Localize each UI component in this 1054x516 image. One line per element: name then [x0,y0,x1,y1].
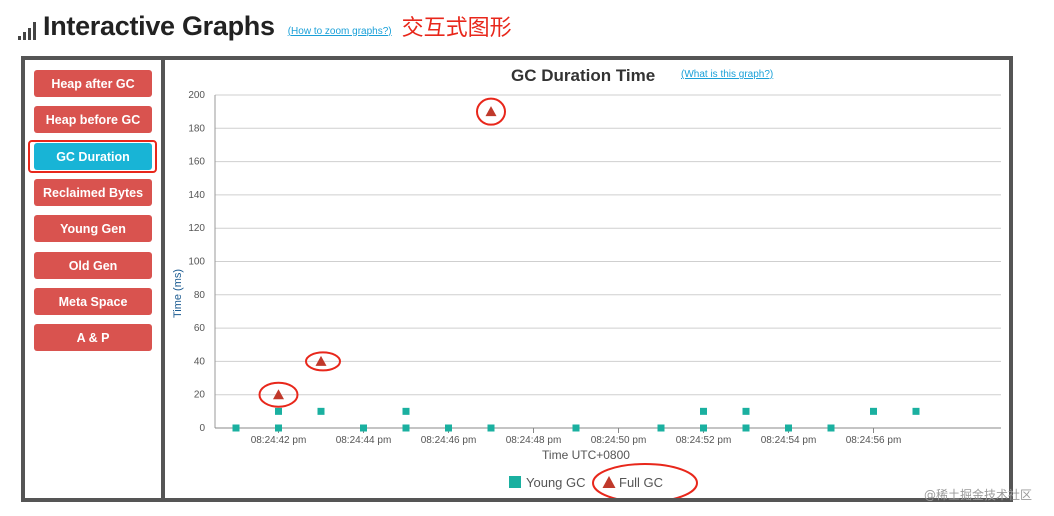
y-tick-label: 0 [199,423,205,434]
young-gc-point [402,407,410,415]
y-tick-label: 60 [194,323,206,334]
legend-full-gc-swatch [602,476,616,488]
full-gc-point [485,106,497,117]
young-gc-point [827,424,835,432]
full-gc-highlight-circle [258,381,299,408]
y-tick-label: 140 [188,190,205,201]
legend-full-gc-label: Full GC [619,475,663,490]
x-tick-label: 08:24:42 pm [251,435,307,446]
x-tick-label: 08:24:54 pm [761,435,817,446]
full-gc-point [315,355,327,366]
y-tick-label: 100 [188,257,205,268]
young-gc-point [445,424,452,432]
young-gc-point [275,407,282,415]
young-gc-point [700,424,707,432]
young-gc-point [742,407,750,415]
reclaimed-bytes-button[interactable]: Reclaimed Bytes [34,179,152,206]
y-tick-label: 160 [188,157,205,168]
full-gc-highlight-circle [305,351,341,372]
full-gc-point [273,389,284,400]
young-gc-point [572,424,580,432]
y-tick-label: 180 [188,123,205,134]
graph-help-link[interactable]: (What is this graph?) [681,69,774,80]
gc-duration-button[interactable]: GC Duration [34,143,152,170]
x-tick-label: 08:24:52 pm [676,435,732,446]
y-axis-label: Time (ms) [172,269,184,318]
a-and-p-button[interactable]: A & P [34,324,152,351]
x-tick-label: 08:24:46 pm [421,435,477,446]
page-header: Interactive Graphs (How to zoom graphs?)… [18,8,512,44]
y-tick-label: 20 [194,390,206,401]
graph-sidebar: Heap after GC Heap before GC GC Duration… [25,60,165,498]
x-axis-label: Time UTC+0800 [542,448,630,462]
chinese-annotation: 交互式图形 [401,16,512,41]
old-gen-button[interactable]: Old Gen [34,252,152,279]
page-title: Interactive Graphs [43,10,275,41]
young-gc-point [700,407,707,415]
y-tick-label: 200 [188,90,205,101]
y-tick-label: 80 [194,290,206,301]
young-gc-point [232,424,240,432]
x-tick-label: 08:24:56 pm [846,435,902,446]
young-gc-point [742,424,750,432]
young-gc-point [275,424,282,432]
young-gc-point [657,424,665,432]
legend-young-gc-swatch [509,476,521,488]
young-gc-point [360,424,367,432]
x-tick-label: 08:24:48 pm [506,435,562,446]
young-gc-point [912,407,920,415]
young-gc-point [785,424,792,432]
graphs-panel: Heap after GC Heap before GC GC Duration… [21,56,1013,502]
young-gc-point [487,424,495,432]
y-tick-label: 40 [194,356,206,367]
young-gc-point [870,407,877,415]
y-tick-label: 120 [188,223,205,234]
heap-after-gc-button[interactable]: Heap after GC [34,70,152,97]
young-gc-point [317,407,325,415]
zoom-help-link[interactable]: (How to zoom graphs?) [287,25,392,37]
signal-bars-icon [18,22,36,40]
chart-title: GC Duration Time [511,66,656,85]
x-tick-label: 08:24:44 pm [336,435,392,446]
chart-area: GC Duration Time (What is this graph?) 0… [165,60,1009,498]
young-gen-button[interactable]: Young Gen [34,215,152,242]
full-gc-highlight-circle [476,97,506,126]
heap-before-gc-button[interactable]: Heap before GC [34,106,152,133]
x-tick-label: 08:24:50 pm [591,435,647,446]
gc-duration-chart[interactable]: 0 20 40 60 80 100 120 140 160 180 200 08:24:42 pm 08… [165,60,1009,498]
meta-space-button[interactable]: Meta Space [34,288,152,315]
legend-highlight-circle [592,463,698,498]
young-gc-point [402,424,410,432]
watermark: @稀土掘金技术社区 [924,488,1033,502]
legend-young-gc-label: Young GC [526,475,586,490]
